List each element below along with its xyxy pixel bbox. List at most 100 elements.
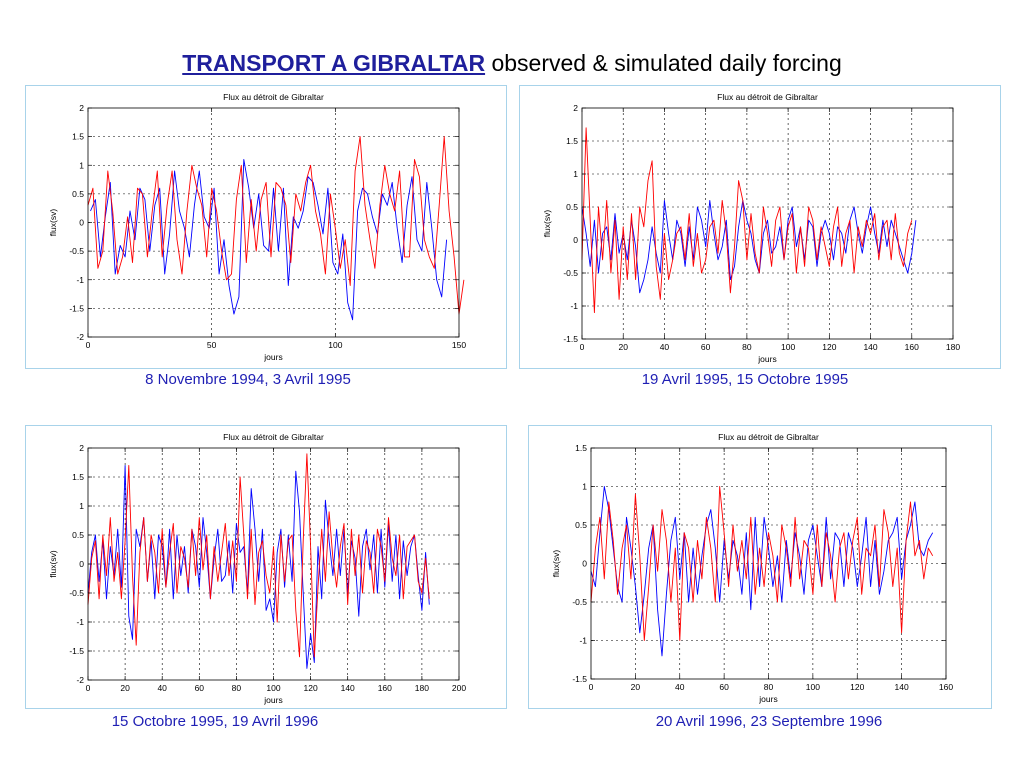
y-tick-label: -0.5 bbox=[572, 597, 587, 607]
x-tick-label: 120 bbox=[822, 342, 836, 352]
y-tick-label: 1 bbox=[582, 482, 587, 492]
chart-4: 0 20 40 60 80 100 120 140 160 -1.5 -1 -0.5 0 0.5 1 1.5 F… bbox=[551, 432, 953, 704]
y-tick-label: 1.5 bbox=[72, 472, 84, 482]
y-tick-label: 1.5 bbox=[575, 443, 587, 453]
x-tick-label: 140 bbox=[341, 683, 355, 693]
y-tick-label: 1 bbox=[573, 169, 578, 179]
caption-4: 20 Avril 1996, 23 Septembre 1996 bbox=[655, 713, 883, 730]
x-axis-label: jours bbox=[757, 354, 776, 364]
chart-3: 0 20 40 60 80 100 120 140 160 180 200-2-1.5-1-0.50… bbox=[48, 432, 466, 705]
y-axis-label: flux(sv) bbox=[551, 550, 561, 578]
x-tick-label: 50 bbox=[207, 340, 217, 350]
y-tick-label: 2 bbox=[573, 103, 578, 113]
x-axis-label: jours bbox=[758, 694, 777, 704]
y-tick-label: 0.5 bbox=[566, 202, 578, 212]
y-tick-label: -0.5 bbox=[563, 268, 578, 278]
x-tick-label: 80 bbox=[764, 682, 774, 692]
y-tick-label: -1 bbox=[76, 275, 84, 285]
y-tick-label: 1.5 bbox=[566, 136, 578, 146]
x-tick-label: 40 bbox=[157, 683, 167, 693]
title-rest: observed & simulated daily forcing bbox=[485, 50, 842, 76]
series-line-1 bbox=[581, 199, 917, 294]
x-tick-label: 60 bbox=[195, 683, 205, 693]
x-tick-label: 40 bbox=[660, 342, 670, 352]
chart-panel-1: 0 50 100 150 -2 -1.5 -1 -0.5 0 0.5 1 1.5 2 Flux au dé… bbox=[25, 85, 507, 369]
x-tick-label: 140 bbox=[863, 342, 877, 352]
x-tick-label: 180 bbox=[415, 683, 429, 693]
chart-title: Flux au détroit de Gibraltar bbox=[717, 92, 818, 102]
x-tick-label: 100 bbox=[806, 682, 820, 692]
y-tick-label: 1 bbox=[79, 501, 84, 511]
chart-panel-2: 0 20 40 60 80 100 120 140 160 180 -1.5 -1 -0.5 0 0.5 1 1… bbox=[519, 85, 1001, 369]
chart-1: 0 50 100 150 -2 -1.5 -1 -0.5 0 0.5 1 1.5 2 Flux au dé… bbox=[48, 92, 466, 362]
chart-title: Flux au détroit de Gibraltar bbox=[223, 432, 324, 442]
caption-2: 19 Avril 1995, 15 Octobre 1995 bbox=[641, 371, 849, 388]
y-tick-label: -1.5 bbox=[572, 674, 587, 684]
chart-panel-4: 0 20 40 60 80 100 120 140 160 -1.5 -1 -0.5 0 0.5 1 1.5 F… bbox=[528, 425, 992, 709]
x-tick-label: 80 bbox=[232, 683, 242, 693]
x-tick-label: 100 bbox=[266, 683, 280, 693]
y-tick-label: 0 bbox=[582, 559, 587, 569]
chart-title: Flux au détroit de Gibraltar bbox=[223, 92, 324, 102]
y-tick-label: -1 bbox=[570, 301, 578, 311]
y-tick-label: -0.5 bbox=[69, 246, 84, 256]
y-tick-label: 1.5 bbox=[72, 132, 84, 142]
x-tick-label: 0 bbox=[589, 682, 594, 692]
x-tick-label: 100 bbox=[781, 342, 795, 352]
x-tick-label: 0 bbox=[86, 683, 91, 693]
y-tick-label: 1 bbox=[79, 160, 84, 170]
x-tick-label: 20 bbox=[631, 682, 641, 692]
plot-frame bbox=[581, 107, 954, 340]
y-tick-label: -2 bbox=[76, 332, 84, 342]
x-tick-label: 200 bbox=[452, 683, 466, 693]
x-tick-label: 80 bbox=[742, 342, 752, 352]
y-tick-label: -2 bbox=[76, 675, 84, 685]
series-line-2 bbox=[590, 486, 934, 641]
slide-title: TRANSPORT A GIBRALTAR observed & simulat… bbox=[0, 50, 1024, 77]
title-link[interactable]: TRANSPORT A GIBRALTAR bbox=[182, 50, 486, 76]
x-tick-label: 180 bbox=[946, 342, 960, 352]
y-tick-label: 2 bbox=[79, 443, 84, 453]
y-axis-label: flux(sv) bbox=[48, 209, 58, 237]
y-tick-label: -0.5 bbox=[69, 588, 84, 598]
x-tick-label: 0 bbox=[580, 342, 585, 352]
y-tick-label: 0.5 bbox=[575, 520, 587, 530]
caption-1: 8 Novembre 1994, 3 Avril 1995 bbox=[145, 371, 351, 388]
x-tick-label: 20 bbox=[618, 342, 628, 352]
x-tick-label: 60 bbox=[701, 342, 711, 352]
series-line-1 bbox=[590, 486, 934, 657]
y-tick-label: 0 bbox=[79, 218, 84, 228]
x-tick-label: 0 bbox=[86, 340, 91, 350]
x-axis-label: jours bbox=[263, 352, 282, 362]
x-tick-label: 40 bbox=[675, 682, 685, 692]
y-tick-label: -1.5 bbox=[563, 334, 578, 344]
x-tick-label: 120 bbox=[304, 683, 318, 693]
x-tick-label: 160 bbox=[378, 683, 392, 693]
x-tick-label: 140 bbox=[895, 682, 909, 692]
y-tick-label: 0 bbox=[79, 559, 84, 569]
chart-panel-3: 0 20 40 60 80 100 120 140 160 180 200 -2 -1.5 -1 -0.5 0… bbox=[25, 425, 507, 709]
x-tick-label: 100 bbox=[328, 340, 342, 350]
x-tick-label: 160 bbox=[905, 342, 919, 352]
y-tick-label: 0.5 bbox=[72, 189, 84, 199]
x-axis-label: jours bbox=[263, 695, 282, 705]
y-tick-label: -1.5 bbox=[69, 303, 84, 313]
caption-3: 15 Octobre 1995, 19 Avril 1996 bbox=[111, 713, 319, 730]
series-line-2 bbox=[87, 136, 465, 315]
x-tick-label: 160 bbox=[939, 682, 953, 692]
chart-2: 0 20 40 60 80 100 120 140 160 180 -1.5 -1 -0.5 0 0.5 1 1… bbox=[542, 92, 960, 364]
chart-title: Flux au détroit de Gibraltar bbox=[718, 432, 819, 442]
y-tick-label: -1.5 bbox=[69, 646, 84, 656]
y-axis-label: flux(sv) bbox=[542, 210, 552, 238]
y-tick-label: 0 bbox=[573, 235, 578, 245]
y-tick-label: 0.5 bbox=[72, 530, 84, 540]
x-tick-label: 20 bbox=[120, 683, 130, 693]
y-tick-label: -1 bbox=[579, 636, 587, 646]
x-tick-label: 150 bbox=[452, 340, 466, 350]
y-tick-label: 2 bbox=[79, 103, 84, 113]
series-line-2 bbox=[87, 453, 430, 658]
series-line-2 bbox=[581, 127, 913, 314]
x-tick-label: 60 bbox=[719, 682, 729, 692]
x-tick-label: 120 bbox=[850, 682, 864, 692]
y-axis-label: flux(sv) bbox=[48, 550, 58, 578]
